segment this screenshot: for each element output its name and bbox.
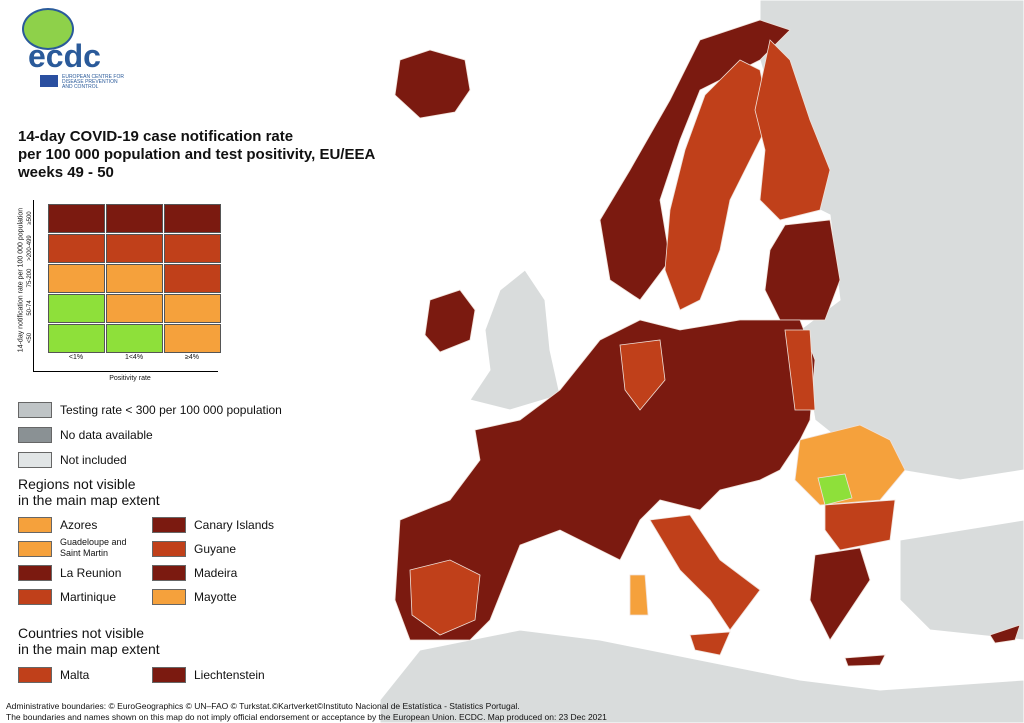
iceland xyxy=(394,49,471,119)
matrix-cell xyxy=(164,204,221,233)
legend-swatch xyxy=(18,427,52,443)
legend-label: Guadeloupe and Saint Martin xyxy=(60,537,127,558)
y-axis-label: 14-day notification rate per 100 000 pop… xyxy=(17,207,25,353)
legend-swatch xyxy=(18,541,52,557)
ireland xyxy=(424,289,476,353)
spain-regions xyxy=(409,559,481,636)
logo-subtitle: EUROPEAN CENTRE FOR xyxy=(62,74,124,80)
matrix-cell xyxy=(48,324,105,353)
legend-label: Malta xyxy=(60,668,90,682)
included-countries xyxy=(394,19,1021,667)
matrix-cell xyxy=(48,204,105,233)
legend-label: Liechtenstein xyxy=(194,668,265,682)
bulgaria xyxy=(824,499,896,551)
logo-name: ecdc xyxy=(28,38,101,74)
title: per 100 000 population and test positivi… xyxy=(18,146,376,163)
matrix-cell xyxy=(164,264,221,293)
sicily xyxy=(689,631,731,656)
legend-label: Guyane xyxy=(194,542,237,556)
section-title: in the main map extent xyxy=(18,492,160,508)
eu-flag xyxy=(40,75,58,87)
matrix-cell xyxy=(48,294,105,323)
matrix-cell xyxy=(164,234,221,263)
matrix-cell xyxy=(106,324,163,353)
x-axis-line xyxy=(33,371,218,372)
netherlands-regions xyxy=(619,339,666,411)
legend-swatch xyxy=(152,541,186,557)
title: 14-day COVID-19 case notification rate xyxy=(18,128,294,145)
section-title: Regions not visible xyxy=(18,476,136,492)
title: weeks 49 - 50 xyxy=(18,164,114,181)
matrix-cell xyxy=(106,294,163,323)
matrix-cell xyxy=(106,264,163,293)
section-title: in the main map extent xyxy=(18,641,160,657)
column-label: 1<4% xyxy=(124,354,144,361)
legend-swatch xyxy=(18,402,52,418)
legend-label: Testing rate < 300 per 100 000 populatio… xyxy=(60,403,282,417)
column-label: <1% xyxy=(68,354,84,361)
legend-swatch xyxy=(152,589,186,605)
legend-label: Azores xyxy=(60,518,98,532)
baltics xyxy=(764,219,841,321)
legend-label: Canary Islands xyxy=(194,518,275,532)
legend-label: Mayotte xyxy=(194,590,237,604)
footer: The boundaries and names shown on this m… xyxy=(6,712,607,722)
logo-subtitle: DISEASE PREVENTION xyxy=(62,79,118,85)
legend-label: Martinique xyxy=(60,590,117,604)
legend-swatch xyxy=(152,565,186,581)
matrix-cell xyxy=(164,324,221,353)
legend-label: La Reunion xyxy=(60,566,122,580)
greece xyxy=(809,547,871,641)
matrix-cell xyxy=(106,234,163,263)
logo-subtitle: AND CONTROL xyxy=(62,84,99,90)
matrix-cell xyxy=(164,294,221,323)
y-axis-line xyxy=(33,200,34,372)
crete xyxy=(844,654,886,667)
matrix-cell xyxy=(48,264,105,293)
legend-swatch xyxy=(18,452,52,468)
italy xyxy=(649,514,761,631)
column-label: ≥4% xyxy=(185,354,199,361)
matrix-cell xyxy=(106,204,163,233)
poland-east xyxy=(784,329,816,411)
legend-swatch xyxy=(18,667,52,683)
sardinia xyxy=(629,574,649,616)
legend-label: Madeira xyxy=(194,566,238,580)
legend-swatch xyxy=(18,589,52,605)
section-title: Countries not visible xyxy=(18,625,145,641)
finland xyxy=(754,39,831,221)
legend-swatch xyxy=(152,517,186,533)
legend-swatch xyxy=(152,667,186,683)
romania-green xyxy=(817,473,853,506)
legend-swatch xyxy=(18,565,52,581)
logo-globe xyxy=(22,8,74,50)
norway xyxy=(599,19,791,301)
legend-swatch xyxy=(18,517,52,533)
matrix-cell xyxy=(48,234,105,263)
x-axis-label: Positivity rate xyxy=(109,375,151,382)
cyprus xyxy=(989,624,1021,644)
legend-label: No data available xyxy=(60,428,153,442)
legend-label: Not included xyxy=(60,453,127,467)
footer: Administrative boundaries: © EuroGeograp… xyxy=(6,701,520,711)
